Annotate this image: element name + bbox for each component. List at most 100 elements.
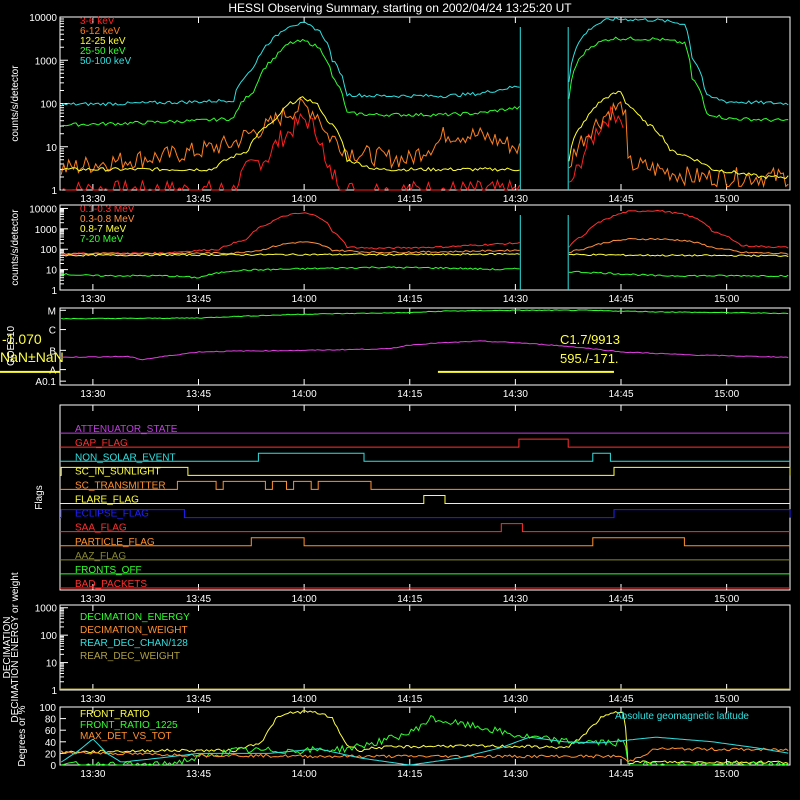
y-tick-label: 1000 bbox=[35, 56, 58, 67]
legend-entry: 0.8-7 MeV bbox=[80, 224, 126, 235]
y-tick-label: 60 bbox=[45, 726, 57, 737]
flag-line bbox=[60, 523, 790, 533]
panel-decimation: 13:30 13:45 14:00 14:15 14:30 14:45 15:00 1 10 10… bbox=[2, 572, 791, 723]
panel-counts-high-frame bbox=[59, 204, 791, 291]
legend-entry: 0.1-0.3 MeV bbox=[80, 204, 135, 215]
flag-line bbox=[60, 495, 790, 504]
goes-left-label: -1.070 bbox=[2, 331, 42, 347]
series-line bbox=[61, 209, 789, 255]
series-line bbox=[61, 90, 789, 180]
panel-flags: 13:30 13:45 14:00 14:15 14:30 14:45 15:00 Flags… bbox=[34, 404, 791, 605]
y-tick-label: 40 bbox=[45, 738, 57, 749]
x-tick-label: 14:15 bbox=[397, 194, 422, 205]
series-line bbox=[60, 106, 624, 192]
x-tick-label: 14:30 bbox=[503, 194, 528, 205]
x-tick-label: 15:00 bbox=[714, 389, 739, 400]
x-tick-label: 13:45 bbox=[186, 769, 211, 780]
x-tick-label: 14:15 bbox=[397, 594, 422, 605]
x-tick-label: 13:45 bbox=[186, 694, 211, 705]
x-tick-label: 13:45 bbox=[186, 294, 211, 305]
panel-goes: 13:3013:4514:0014:1514:3014:4515:00A0.1A… bbox=[0, 306, 791, 400]
y-tick-label: C bbox=[49, 326, 56, 337]
flag-label: SC_TRANSMITTER bbox=[75, 480, 166, 491]
legend-entry: FRONT_RATIO bbox=[80, 709, 150, 720]
y-tick-label: B bbox=[49, 346, 56, 357]
x-tick-label: 14:45 bbox=[608, 769, 633, 780]
x-tick-label: 15:00 bbox=[714, 694, 739, 705]
x-tick-label: 14:45 bbox=[608, 389, 633, 400]
flags-ylabel: Flags bbox=[34, 485, 45, 509]
x-tick-label: 13:30 bbox=[80, 769, 105, 780]
x-tick-label: 13:45 bbox=[186, 389, 211, 400]
flag-line bbox=[60, 537, 790, 547]
y-tick-label: 10 bbox=[46, 266, 58, 277]
flag-label: BAD_PACKETS bbox=[75, 579, 147, 590]
series-line bbox=[61, 36, 789, 127]
legend-entry: 50-100 keV bbox=[80, 56, 131, 67]
flag-label: SAA_FLAG bbox=[75, 523, 127, 534]
x-tick-label: 13:30 bbox=[80, 594, 105, 605]
series-line bbox=[60, 736, 789, 766]
flag-line bbox=[60, 466, 791, 476]
x-tick-label: 14:15 bbox=[397, 694, 422, 705]
x-tick-label: 14:00 bbox=[292, 694, 317, 705]
panel-counts-low-ylabel: counts/s/detector bbox=[10, 65, 21, 142]
flag-line bbox=[60, 480, 790, 490]
y-tick-label: 1000 bbox=[35, 604, 58, 615]
y-tick-label: 1 bbox=[51, 686, 57, 697]
y-tick-label: 1 bbox=[51, 186, 57, 197]
series-line bbox=[61, 309, 789, 320]
series-line bbox=[60, 16, 789, 107]
x-tick-label: 14:00 bbox=[292, 294, 317, 305]
x-tick-label: 15:00 bbox=[714, 594, 739, 605]
series-line bbox=[61, 340, 789, 361]
legend-entry: 25-50 keV bbox=[80, 46, 126, 57]
y-tick-label: 10000 bbox=[29, 13, 57, 24]
y-tick-label: 0 bbox=[50, 761, 56, 772]
y-tick-label: 1 bbox=[51, 286, 57, 297]
panel-counts-low: 13:30 13:45 14:00 14:15 14:30 14:45 15:00 1 10 10… bbox=[10, 13, 791, 205]
x-tick-label: 14:30 bbox=[503, 769, 528, 780]
panel-counts-high-ylabel: counts/s/detector bbox=[10, 209, 21, 286]
y-tick-label: 10 bbox=[46, 659, 58, 670]
x-tick-label: 14:30 bbox=[503, 294, 528, 305]
goes-satellite-label: GOES10 bbox=[6, 326, 17, 366]
legend-entry: DECIMATION_ENERGY bbox=[80, 612, 190, 623]
flag-label: FLARE_FLAG bbox=[75, 495, 139, 506]
legend-entry: 6-12 keV bbox=[80, 26, 120, 37]
legend-entry: 12-25 keV bbox=[80, 36, 126, 47]
y-tick-label: 1000 bbox=[35, 225, 58, 236]
flag-label: ECLIPSE_FLAG bbox=[75, 509, 149, 520]
y-tick-label: 100 bbox=[40, 100, 57, 111]
x-tick-label: 14:45 bbox=[608, 694, 633, 705]
x-tick-label: 14:15 bbox=[397, 769, 422, 780]
flag-label: AAZ_FLAG bbox=[75, 551, 126, 562]
panel-decimation-ylabel: DECIMATION ENERGY or weight bbox=[10, 572, 21, 722]
y-tick-label: 10000 bbox=[29, 204, 57, 215]
x-tick-label: 13:45 bbox=[186, 594, 211, 605]
x-tick-label: 14:30 bbox=[503, 594, 528, 605]
series-line bbox=[61, 266, 789, 279]
series-line bbox=[60, 97, 789, 189]
series-line bbox=[61, 715, 789, 766]
series-line bbox=[60, 747, 789, 763]
flag-label: GAP_FLAG bbox=[75, 438, 128, 449]
x-tick-label: 13:30 bbox=[80, 389, 105, 400]
decimation-ylabel-1: DECIMATION bbox=[2, 616, 13, 678]
x-tick-label: 14:45 bbox=[608, 594, 633, 605]
y-tick-label: M bbox=[48, 306, 56, 317]
x-tick-label: 14:15 bbox=[397, 294, 422, 305]
flag-label: SC_IN_SUNLIGHT bbox=[75, 466, 161, 477]
y-tick-label: 100 bbox=[39, 703, 56, 714]
legend-entry: MAX_DET_VS_TOT bbox=[80, 731, 172, 742]
y-tick-label: 100 bbox=[40, 631, 57, 642]
panel-decimation-frame bbox=[59, 604, 791, 691]
flag-label: FRONTS_OFF bbox=[75, 565, 142, 576]
goes-annotation: 595./-171. bbox=[560, 351, 619, 366]
x-tick-label: 14:00 bbox=[292, 594, 317, 605]
legend-entry: 3-6 keV bbox=[80, 16, 115, 27]
x-tick-label: 13:45 bbox=[186, 194, 211, 205]
x-tick-label: 14:00 bbox=[292, 389, 317, 400]
y-tick-label: 80 bbox=[45, 715, 57, 726]
